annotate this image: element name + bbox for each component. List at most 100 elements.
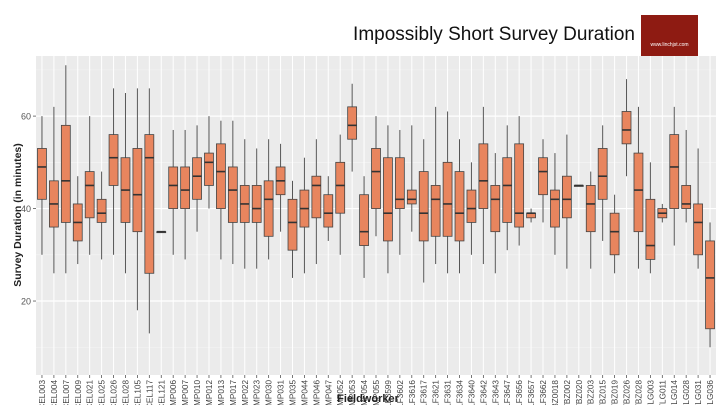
box-iqr [490, 185, 501, 233]
box-iqr [418, 171, 429, 242]
box-iqr [287, 198, 298, 251]
box-EMP023 [251, 148, 262, 269]
logo-text: www.linchjst.com [650, 42, 689, 48]
box-iqr [478, 143, 489, 209]
box-EMP010 [192, 125, 202, 232]
box-iqr [37, 148, 47, 200]
box-iqr [693, 203, 703, 256]
box-EMP031 [275, 143, 286, 232]
box-CEL026 [108, 88, 119, 255]
box-iqr [705, 240, 715, 330]
x-tick-label: EMP007 [181, 380, 190, 405]
x-tick-label: EMP035 [288, 380, 297, 405]
box-CEL007 [60, 65, 71, 274]
x-tick-label: LF3647 [503, 380, 512, 405]
box-LF3616 [406, 125, 417, 232]
x-tick-label: LF3602 [396, 380, 405, 405]
box-iqr [562, 175, 572, 219]
box-iqr [406, 189, 417, 205]
x-tick-label: TLG036 [706, 380, 715, 405]
box-iqr [371, 148, 381, 209]
box-LF3647 [502, 125, 513, 251]
x-axis-label: Fieldworker [337, 393, 399, 405]
x-tick-label: EMP044 [300, 380, 309, 405]
box-TBZ020 [573, 184, 584, 187]
y-axis-ticks: 20 40 60 [21, 112, 36, 307]
x-tick-label: CEL121 [157, 380, 166, 405]
box-LF3602 [394, 129, 405, 255]
box-TLG003 [645, 162, 656, 274]
x-tick-label: TLG028 [682, 380, 691, 405]
box-EMP046 [311, 139, 322, 265]
x-tick-label: TBZ0018 [551, 380, 560, 405]
box-TBZ002 [562, 134, 572, 269]
box-iqr [514, 143, 525, 228]
x-tick-label: CEL026 [110, 380, 119, 405]
box-TBZ026 [621, 79, 632, 177]
box-CEL105 [132, 88, 143, 311]
box-TBZ019 [609, 194, 620, 274]
x-tick-label: LF3617 [420, 380, 429, 405]
box-TLG031 [693, 148, 703, 269]
x-tick-label: EMP017 [229, 380, 238, 405]
x-tick-label: CEL105 [133, 380, 142, 405]
box-iqr [681, 185, 692, 209]
x-tick-label: TLG014 [670, 380, 679, 405]
x-tick-label: CEL117 [145, 380, 154, 405]
box-TLG011 [657, 203, 668, 223]
box-CEL021 [84, 116, 95, 255]
x-tick-label: TBZ002 [563, 380, 572, 405]
box-LF3662 [538, 139, 548, 223]
box-iqr [180, 166, 190, 209]
box-iqr [538, 157, 548, 196]
box-TLG014 [669, 106, 680, 246]
box-LF3656 [514, 116, 525, 246]
x-tick-label: LF3640 [467, 380, 476, 405]
box-iqr [669, 134, 680, 209]
x-tick-label: TBZ203 [587, 380, 596, 405]
x-tick-label: LF3657 [527, 380, 536, 405]
box-EMP012 [204, 116, 214, 209]
box-iqr [216, 143, 226, 209]
box-CEL121 [156, 230, 167, 234]
box-iqr [550, 189, 560, 228]
box-TBZ0018 [550, 153, 560, 255]
box-iqr [132, 148, 143, 233]
x-axis-ticks: CEL003 CEL004 CEL007 CEL009 CEL021 CEL025 CEL0… [38, 375, 715, 405]
box-LF3643 [490, 153, 501, 274]
box-LF3640 [466, 162, 477, 255]
box-TBZ203 [585, 171, 596, 269]
box-iqr [251, 185, 262, 223]
x-tick-label: EMP013 [217, 380, 226, 405]
box-iqr [585, 185, 596, 233]
x-tick-label: EMP023 [253, 380, 262, 405]
box-EMP013 [216, 120, 226, 260]
box-iqr [347, 106, 358, 140]
x-tick-label: TBZ020 [575, 380, 584, 405]
box-iqr [359, 194, 369, 246]
x-tick-label: TBZ026 [623, 380, 632, 405]
y-tick-label: 20 [21, 297, 31, 307]
box-iqr [96, 198, 107, 223]
x-tick-label: EMP030 [265, 380, 274, 405]
box-iqr [597, 148, 608, 200]
x-tick-label: CEL009 [74, 380, 83, 405]
x-tick-label: TLG003 [646, 380, 655, 405]
box-iqr [323, 194, 334, 228]
box-EMP017 [227, 120, 238, 265]
box-EMP030 [263, 139, 274, 260]
box-iqr [108, 134, 119, 186]
x-tick-label: EMP053 [348, 380, 357, 405]
box-EMP006 [168, 129, 179, 255]
box-EMP035 [287, 180, 298, 278]
x-tick-label: LF3662 [539, 380, 548, 405]
box-TLG036 [705, 222, 715, 348]
box-iqr [633, 152, 644, 233]
box-iqr [621, 111, 632, 145]
box-iqr [204, 152, 214, 186]
box-iqr [144, 134, 155, 274]
box-CEL003 [37, 116, 47, 255]
x-tick-label: CEL021 [86, 380, 95, 405]
x-tick-label: EMP054 [360, 380, 369, 405]
